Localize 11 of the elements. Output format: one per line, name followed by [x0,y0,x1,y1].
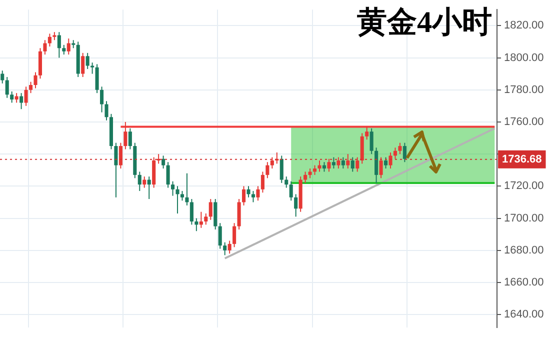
y-tick-label: 1780.00 [504,84,544,96]
y-tick-label: 1820.00 [504,20,544,32]
chart-title: 黄金4小时 [357,5,492,41]
y-tick-label: 1640.00 [504,308,544,321]
y-tick-label: 1700.00 [504,212,544,224]
y-tick-label: 1660.00 [504,276,544,288]
ref-line-label: 1736.68 [502,153,542,166]
y-tick-label: 1760.00 [504,116,544,128]
y-tick-label: 1720.00 [504,180,544,192]
y-tick-label: 1800.00 [504,52,544,64]
y-tick-label: 1680.00 [504,244,544,256]
